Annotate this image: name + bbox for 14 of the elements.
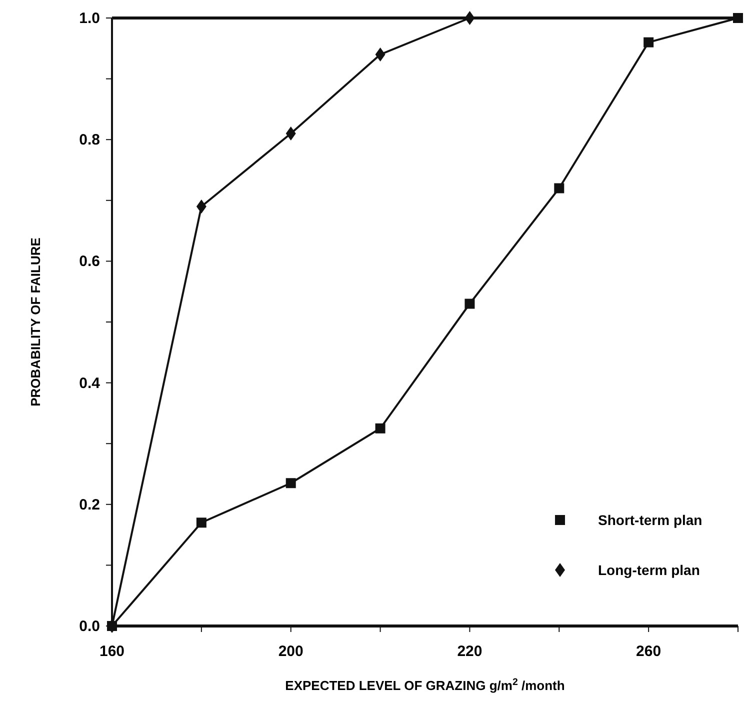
y-tick-label: 1.0 — [79, 10, 100, 27]
y-axis-title: PROBABILITY OF FAILURE — [28, 237, 43, 406]
y-tick-label: 0.8 — [79, 132, 100, 149]
y-tick-label: 0.6 — [79, 253, 100, 270]
legend-label: Long-term plan — [598, 562, 700, 578]
x-axis-title: EXPECTED LEVEL OF GRAZING g/m$^{2}$ /month — [285, 676, 565, 693]
y-tick-label: 0.0 — [79, 618, 100, 635]
x-tick-label: 260 — [636, 643, 662, 660]
y-tick-label: 0.2 — [79, 496, 100, 514]
x-tick-label: 220 — [457, 643, 482, 660]
x-tick-label: 200 — [278, 643, 304, 660]
legend-label: Short-term plan — [598, 512, 702, 528]
x-tick-label: 160 — [99, 643, 125, 660]
y-tick-label: 0.4 — [79, 374, 101, 392]
